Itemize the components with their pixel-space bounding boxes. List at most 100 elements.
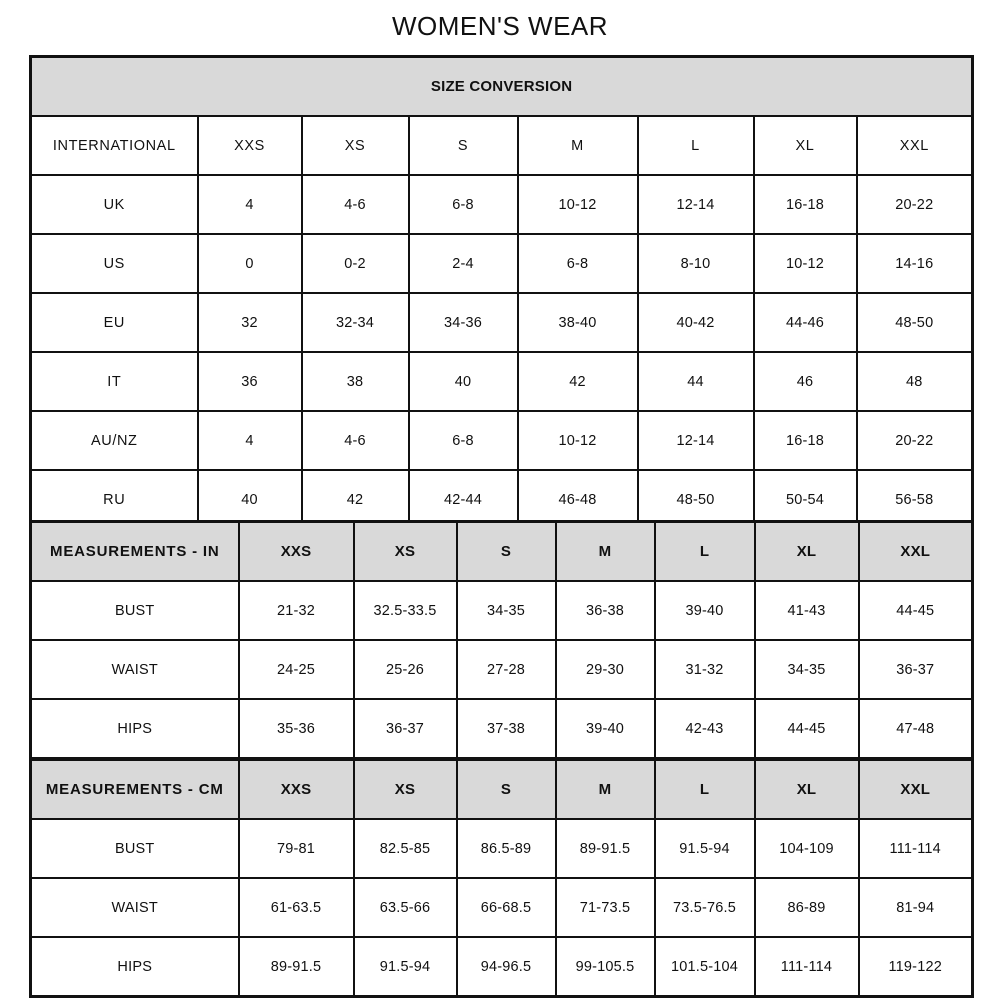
cell: 32	[196, 292, 303, 353]
cell: 31-32	[653, 639, 756, 700]
cell: 25-26	[352, 639, 458, 700]
cell: 16-18	[752, 174, 858, 235]
cell: 39-40	[653, 580, 756, 641]
cell: 47-48	[857, 698, 974, 760]
row-label-eu: EU	[29, 292, 199, 353]
cell: 6-8	[407, 174, 519, 235]
cell: 29-30	[554, 639, 656, 700]
size-conversion-banner: SIZE CONVERSION	[29, 55, 974, 117]
cell: 24-25	[237, 639, 355, 700]
cell: 119-122	[857, 936, 974, 998]
cell: 48	[855, 351, 974, 412]
cell: 32-34	[300, 292, 410, 353]
cell: 44-46	[752, 292, 858, 353]
cell: 94-96.5	[455, 936, 557, 998]
cell: 86-89	[753, 877, 860, 938]
table-header-row: INTERNATIONAL XXS XS S M L XL XXL	[29, 115, 974, 176]
cell: 34-36	[407, 292, 519, 353]
cell: 2-4	[407, 233, 519, 294]
column-header-xxs: XXS	[237, 520, 355, 582]
cell: 86.5-89	[455, 818, 557, 879]
cell: 6-8	[407, 410, 519, 471]
column-header-s: S	[455, 520, 557, 582]
cell: 89-91.5	[554, 818, 656, 879]
cell: 34-35	[455, 580, 557, 641]
column-header-xs: XS	[352, 520, 458, 582]
cell: 42-43	[653, 698, 756, 760]
table-row: WAIST 61-63.5 63.5-66 66-68.5 71-73.5 73…	[29, 877, 974, 938]
cell: 12-14	[636, 410, 755, 471]
column-header-s: S	[455, 758, 557, 820]
row-label-it: IT	[29, 351, 199, 412]
row-label-bust: BUST	[29, 580, 240, 641]
cell: 81-94	[857, 877, 974, 938]
cell: 91.5-94	[653, 818, 756, 879]
column-header-xs: XS	[352, 758, 458, 820]
table-row: UK 4 4-6 6-8 10-12 12-14 16-18 20-22	[29, 174, 974, 235]
cell: 42	[516, 351, 639, 412]
column-header-m: M	[554, 758, 656, 820]
table-row: HIPS 35-36 36-37 37-38 39-40 42-43 44-45…	[29, 698, 974, 760]
cell: 46	[752, 351, 858, 412]
cell: 4	[196, 410, 303, 471]
cell: 0-2	[300, 233, 410, 294]
column-header-xl: XL	[753, 520, 860, 582]
cell: 40-42	[636, 292, 755, 353]
row-label-uk: UK	[29, 174, 199, 235]
row-label-waist: WAIST	[29, 877, 240, 938]
cell: 34-35	[753, 639, 860, 700]
cell: 63.5-66	[352, 877, 458, 938]
table-row: EU 32 32-34 34-36 38-40 40-42 44-46 48-5…	[29, 292, 974, 353]
row-label-hips: HIPS	[29, 936, 240, 998]
page-title: WOMEN'S WEAR	[391, 11, 609, 41]
cell: 20-22	[855, 174, 974, 235]
cell: 21-32	[237, 580, 355, 641]
cell: 61-63.5	[237, 877, 355, 938]
row-label-waist: WAIST	[29, 639, 240, 700]
cell: 8-10	[636, 233, 755, 294]
cell: 111-114	[857, 818, 974, 879]
column-header-xxs: XXS	[237, 758, 355, 820]
column-header-measurements-in: MEASUREMENTS - IN	[29, 520, 240, 582]
cell: 99-105.5	[554, 936, 656, 998]
cell: 20-22	[855, 410, 974, 471]
size-conversion-table: SIZE CONVERSION INTERNATIONAL XXS XS S M…	[29, 55, 975, 531]
row-label-bust: BUST	[29, 818, 240, 879]
column-header-xl: XL	[753, 758, 860, 820]
cell: 73.5-76.5	[653, 877, 756, 938]
cell: 10-12	[516, 174, 639, 235]
cell: 36-37	[857, 639, 974, 700]
cell: 0	[196, 233, 303, 294]
cell: 14-16	[855, 233, 974, 294]
cell: 79-81	[237, 818, 355, 879]
row-label-hips: HIPS	[29, 698, 240, 760]
cell: 44	[636, 351, 755, 412]
table-row: WAIST 24-25 25-26 27-28 29-30 31-32 34-3…	[29, 639, 974, 700]
table-row: HIPS 89-91.5 91.5-94 94-96.5 99-105.5 10…	[29, 936, 974, 998]
cell: 10-12	[516, 410, 639, 471]
column-header-xxs: XXS	[196, 115, 303, 176]
cell: 101.5-104	[653, 936, 756, 998]
cell: 36-38	[554, 580, 656, 641]
table-header-row: MEASUREMENTS - CM XXS XS S M L XL XXL	[29, 758, 974, 820]
cell: 44-45	[857, 580, 974, 641]
cell: 38-40	[516, 292, 639, 353]
cell: 6-8	[516, 233, 639, 294]
cell: 38	[300, 351, 410, 412]
column-header-xxl: XXL	[855, 115, 974, 176]
cell: 36-37	[352, 698, 458, 760]
column-header-m: M	[554, 520, 656, 582]
cell: 48-50	[855, 292, 974, 353]
table-row: BUST 21-32 32.5-33.5 34-35 36-38 39-40 4…	[29, 580, 974, 641]
column-header-l: L	[636, 115, 755, 176]
cell: 16-18	[752, 410, 858, 471]
cell: 37-38	[455, 698, 557, 760]
table-header-row: MEASUREMENTS - IN XXS XS S M L XL XXL	[29, 520, 974, 582]
cell: 71-73.5	[554, 877, 656, 938]
cell: 82.5-85	[352, 818, 458, 879]
table-row: BUST 79-81 82.5-85 86.5-89 89-91.5 91.5-…	[29, 818, 974, 879]
measurements-inches-table: MEASUREMENTS - IN XXS XS S M L XL XXL BU…	[29, 520, 974, 760]
column-header-xxl: XXL	[857, 758, 974, 820]
cell: 91.5-94	[352, 936, 458, 998]
